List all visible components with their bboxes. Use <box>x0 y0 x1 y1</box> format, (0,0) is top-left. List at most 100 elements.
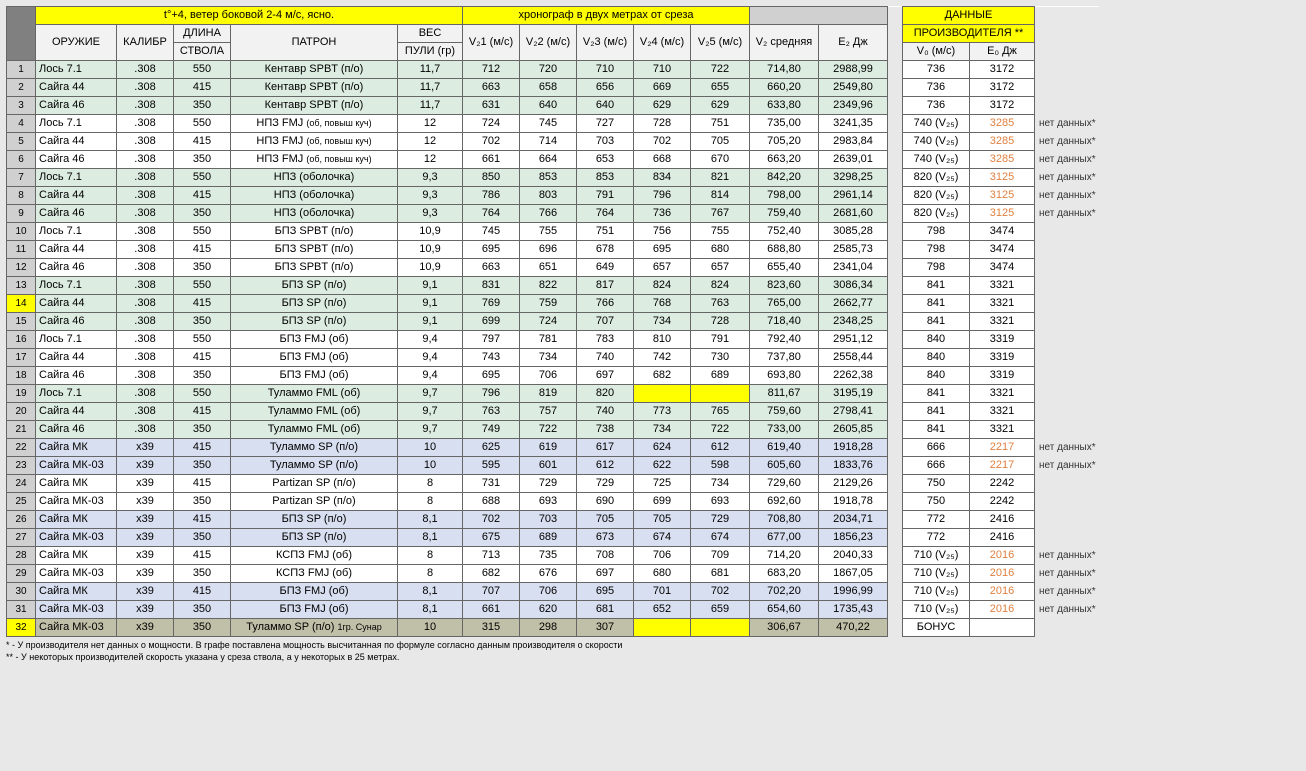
cell: 724 <box>520 313 577 331</box>
cell: БПЗ SP (п/о) <box>231 511 398 529</box>
cell: 678 <box>577 241 634 259</box>
cell: 31 <box>7 601 36 619</box>
cell: БПЗ SP (п/о) <box>231 313 398 331</box>
cell: 659 <box>691 601 750 619</box>
note-cell: нет данных* <box>1035 565 1099 583</box>
cell: 690 <box>577 493 634 511</box>
cell: х39 <box>117 511 174 529</box>
cell: Сайга МК-03 <box>36 457 117 475</box>
cell: 705 <box>691 133 750 151</box>
cell: Кентавр SPBT (п/о) <box>231 97 398 115</box>
gap <box>888 151 903 169</box>
cell: 2217 <box>970 457 1035 475</box>
cell: 415 <box>174 241 231 259</box>
cell: 651 <box>520 259 577 277</box>
table-row: 18Сайга 46.308350БПЗ FMJ (об)9,469570669… <box>7 367 1099 385</box>
gap <box>888 295 903 313</box>
cell: 811,67 <box>750 385 819 403</box>
table-row: 21Сайга 46.308350Туламмо FML (об)9,77497… <box>7 421 1099 439</box>
cell: 702 <box>691 583 750 601</box>
table-row: 24Сайга МКх39415Partizan SP (п/о)8731729… <box>7 475 1099 493</box>
cell: Сайга 44 <box>36 79 117 97</box>
cell: 736 <box>903 97 970 115</box>
cell: Сайга МК <box>36 583 117 601</box>
table-row: 11Сайга 44.308415БПЗ SPBT (п/о)10,969569… <box>7 241 1099 259</box>
gap <box>888 439 903 457</box>
cell: 350 <box>174 151 231 169</box>
cell: х39 <box>117 619 174 637</box>
cell: 668 <box>634 151 691 169</box>
cell: БПЗ SP (п/о) <box>231 295 398 313</box>
cell: 752,40 <box>750 223 819 241</box>
cell: Кентавр SPBT (п/о) <box>231 79 398 97</box>
gap <box>888 349 903 367</box>
table-row: 2Сайга 44.308415Кентавр SPBT (п/о)11,766… <box>7 79 1099 97</box>
cell: 720 <box>520 61 577 79</box>
cell: х39 <box>117 547 174 565</box>
cell: 3319 <box>970 331 1035 349</box>
note-cell: нет данных* <box>1035 205 1099 223</box>
cell: 649 <box>577 259 634 277</box>
note-cell <box>1035 421 1099 439</box>
cell: Сайга 44 <box>36 403 117 421</box>
cell: 657 <box>691 259 750 277</box>
cell: .308 <box>117 331 174 349</box>
cell: 819 <box>520 385 577 403</box>
cell: 415 <box>174 79 231 97</box>
note-cell <box>1035 367 1099 385</box>
cell: 2348,25 <box>819 313 888 331</box>
cell: 663 <box>463 259 520 277</box>
spreadsheet: t°+4, ветер боковой 2-4 м/с, ясно. хроно… <box>6 6 1300 637</box>
cell: 708 <box>577 547 634 565</box>
cell: 683,20 <box>750 565 819 583</box>
cell: 298 <box>520 619 577 637</box>
cell: .308 <box>117 115 174 133</box>
cell: 415 <box>174 295 231 313</box>
cell: 2341,04 <box>819 259 888 277</box>
cell: 663,20 <box>750 151 819 169</box>
gap <box>888 277 903 295</box>
cell: 697 <box>577 565 634 583</box>
cell: 677,00 <box>750 529 819 547</box>
cell: 666 <box>903 457 970 475</box>
cell: 727 <box>577 115 634 133</box>
cell: 675 <box>463 529 520 547</box>
cell: 737,80 <box>750 349 819 367</box>
cell: Сайга 46 <box>36 205 117 223</box>
cell: 834 <box>634 169 691 187</box>
table-row: 19Лось 7.1.308550Туламмо FML (об)9,77968… <box>7 385 1099 403</box>
cell <box>634 619 691 637</box>
cell: 820 (V₂₅) <box>903 205 970 223</box>
note-cell: нет данных* <box>1035 133 1099 151</box>
cell: 831 <box>463 277 520 295</box>
cell: 693 <box>520 493 577 511</box>
cell: 783 <box>577 331 634 349</box>
cell: БПЗ FMJ (об) <box>231 601 398 619</box>
gap <box>888 205 903 223</box>
cell: 12 <box>398 133 463 151</box>
cell: 655 <box>691 79 750 97</box>
table-row: 3Сайга 46.308350Кентавр SPBT (п/о)11,763… <box>7 97 1099 115</box>
cell: Сайга МК-03 <box>36 619 117 637</box>
cell: 840 <box>903 349 970 367</box>
cell: 680 <box>691 241 750 259</box>
cell: 550 <box>174 61 231 79</box>
cell: 666 <box>903 439 970 457</box>
header-conditions: t°+4, ветер боковой 2-4 м/с, ясно. <box>36 7 463 25</box>
cell: 3172 <box>970 61 1035 79</box>
table-row: 9Сайга 46.308350НПЗ (оболочка)9,37647667… <box>7 205 1099 223</box>
cell: 769 <box>463 295 520 313</box>
cell: 664 <box>520 151 577 169</box>
cell: 841 <box>903 313 970 331</box>
table-row: 29Сайга МК-03х39350КСПЗ FMJ (об)86826766… <box>7 565 1099 583</box>
gap <box>888 187 903 205</box>
col-v2: V₂2 (м/с) <box>520 25 577 61</box>
cell: 640 <box>520 97 577 115</box>
cell: 3321 <box>970 421 1035 439</box>
cell: 2416 <box>970 511 1035 529</box>
cell: 736 <box>903 79 970 97</box>
cell: 708,80 <box>750 511 819 529</box>
cell <box>634 385 691 403</box>
cell: .308 <box>117 277 174 295</box>
cell: 8 <box>398 475 463 493</box>
